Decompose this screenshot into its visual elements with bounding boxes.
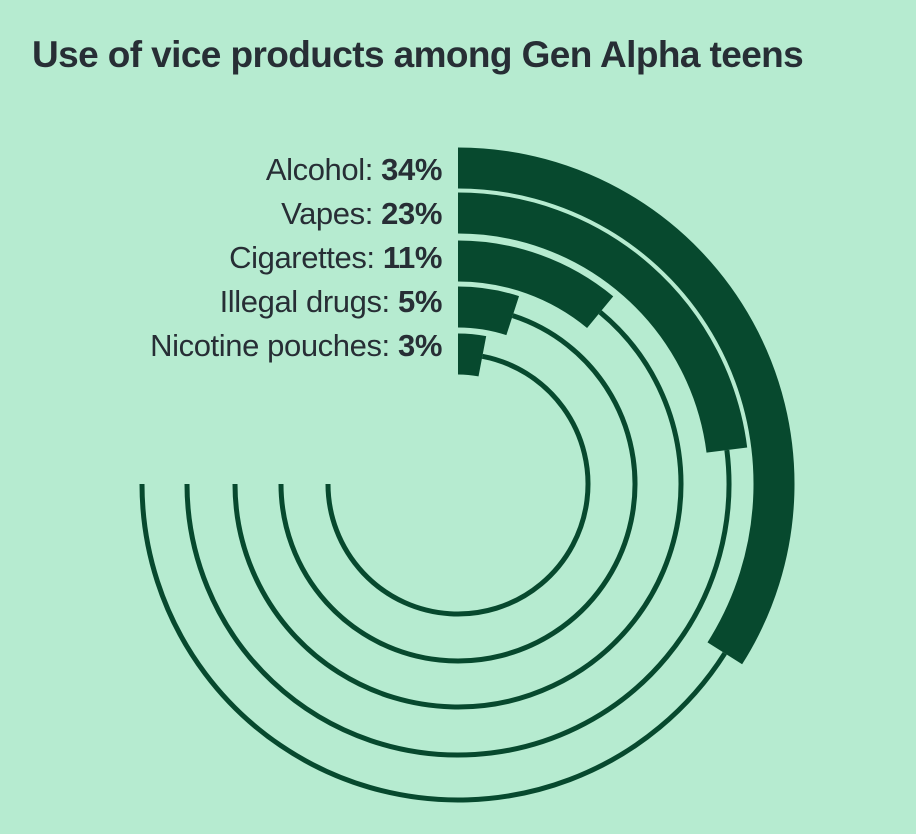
category-name: Illegal drugs: [219, 284, 398, 319]
category-labels: Alcohol: 34% Vapes: 23% Cigarettes: 11% … [0, 0, 442, 400]
track-arc-cigarettes [232, 310, 684, 710]
category-value: 3% [397, 328, 442, 363]
category-name: Nicotine pouches: [150, 328, 398, 363]
bar-arc-cigarettes [457, 240, 614, 329]
bar-arc-illegal-drugs [457, 286, 520, 336]
category-label-row: Illegal drugs: 5% [0, 282, 443, 322]
category-label-row: Vapes: 23% [0, 194, 442, 234]
track-arc-alcohol [139, 483, 727, 803]
category-value: 23% [381, 196, 442, 231]
category-value: 5% [397, 284, 442, 319]
track-arc-nicotine-pouches [325, 353, 591, 617]
category-label-row: Alcohol: 34% [0, 150, 443, 190]
bar-arc-alcohol [457, 147, 795, 665]
category-value: 34% [381, 152, 442, 187]
category-label-row: Cigarettes: 11% [0, 238, 442, 278]
track-arc-illegal-drugs [278, 313, 638, 664]
category-name: Alcohol: [265, 152, 382, 187]
bar-arc-vapes [457, 192, 748, 453]
chart-title: Use of vice products among Gen Alpha tee… [32, 34, 804, 75]
category-name: Cigarettes: [229, 240, 383, 275]
category-label-row: Nicotine pouches: 3% [0, 326, 442, 366]
track-arc-vapes [184, 449, 732, 758]
bar-arc-nicotine-pouches [457, 333, 487, 377]
category-value: 11% [382, 240, 443, 275]
category-name: Vapes: [281, 196, 382, 231]
